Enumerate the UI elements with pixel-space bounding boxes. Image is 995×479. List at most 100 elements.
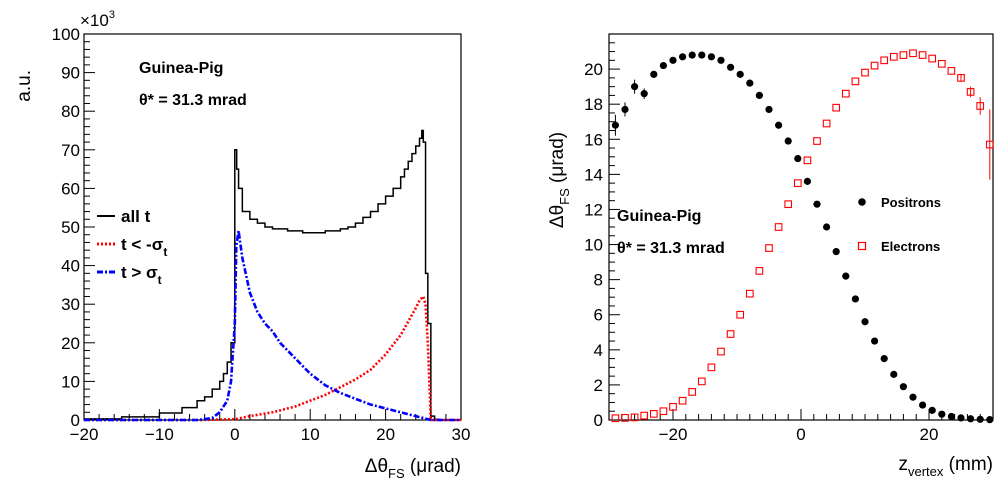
positron-point — [640, 90, 648, 98]
electron-point — [966, 88, 975, 96]
scatter-panel: −20 0 20 0 2 4 6 8 10 12 14 16 18 20 ΔθFS (μrad) zver… — [547, 33, 994, 479]
positron-point — [899, 383, 908, 391]
electron-point — [870, 61, 879, 70]
electron-point — [697, 377, 706, 386]
electron-point — [774, 223, 783, 231]
left-x-tick-label: 20 — [376, 425, 395, 444]
electron-point — [765, 244, 773, 252]
positron-point — [823, 223, 831, 231]
positron-point — [659, 61, 668, 70]
positron-point — [736, 70, 744, 78]
electron-point — [957, 74, 965, 82]
positron-point — [611, 121, 620, 129]
electron-point — [736, 310, 745, 319]
left-y-tick-label: 30 — [61, 295, 80, 314]
histogram-panel: −20 −10 0 10 20 30 0 10 20 30 40 50 60 70 80 90 100 ×103… — [14, 9, 470, 479]
electron-point — [640, 411, 649, 420]
electron-point — [793, 179, 802, 187]
right-y-tick-label: 2 — [594, 376, 603, 395]
left-x-tick-label: 10 — [301, 425, 320, 444]
positron-point — [842, 272, 850, 280]
electron-point — [841, 89, 850, 98]
positron-point — [688, 51, 696, 59]
left-axis-ticks: −20 −10 0 10 20 30 0 10 20 30 40 50 60 70 80 90 100 — [52, 25, 471, 444]
series-line-all — [84, 129, 461, 421]
electron-point — [880, 56, 889, 65]
legend-label-positrons: Positrons — [881, 195, 941, 210]
electron-point — [822, 119, 831, 128]
legend-label-t-positive: t > σt — [121, 263, 162, 287]
positron-point — [669, 56, 677, 64]
left-x-tick-label: 30 — [452, 425, 471, 444]
left-y-tick-label: 60 — [61, 179, 80, 198]
left-y-tick-label: 70 — [61, 141, 80, 160]
positron-point — [784, 137, 792, 145]
legend-label-all-t: all t — [121, 207, 151, 226]
right-y-tick-label: 20 — [584, 60, 603, 79]
left-y-tick-label: 20 — [61, 334, 80, 353]
legend-marker-electrons — [857, 241, 867, 251]
right-y-tick-label: 4 — [594, 341, 603, 360]
electron-point — [688, 388, 697, 396]
left-y-tick-label: 80 — [61, 102, 80, 121]
electron-point — [937, 59, 946, 68]
positron-point — [631, 83, 639, 91]
positron-point — [832, 247, 840, 256]
positron-point — [707, 53, 716, 61]
electron-point — [630, 413, 639, 422]
electron-point — [851, 77, 860, 86]
positron-point — [803, 177, 812, 185]
positron-point — [755, 91, 764, 100]
right-y-tick-label: 14 — [584, 165, 603, 184]
positron-point — [775, 121, 783, 129]
right-axis-ticks: −20 0 20 0 2 4 6 8 10 12 14 16 18 20 — [584, 33, 994, 444]
right-y-tick-label: 16 — [584, 130, 603, 149]
right-y-axis-title: ΔθFS (μrad) — [547, 132, 572, 228]
legend-marker-positrons — [858, 198, 866, 206]
electron-point — [669, 402, 677, 411]
positron-point — [919, 401, 927, 409]
left-x-axis-title: ΔθFS (μrad) — [365, 456, 461, 479]
electron-point — [611, 414, 620, 423]
positron-point — [717, 56, 725, 64]
right-y-tick-label: 0 — [594, 411, 603, 430]
electron-point — [947, 66, 956, 75]
left-annotation-generator: Guinea-Pig — [139, 60, 223, 77]
positron-point — [727, 63, 735, 71]
right-y-tick-label: 18 — [584, 95, 603, 114]
electron-point — [659, 407, 668, 416]
electron-point — [918, 51, 927, 59]
positron-point — [957, 414, 965, 422]
positron-point — [938, 410, 946, 418]
electron-point — [832, 103, 841, 112]
electron-point — [707, 363, 716, 372]
positron-point — [880, 354, 888, 363]
electron-point — [649, 410, 658, 418]
left-legend: all t t < -σt t > σt — [97, 207, 167, 287]
electron-point — [813, 137, 821, 145]
right-x-tick-label: 20 — [920, 425, 939, 444]
electron-point — [889, 52, 898, 61]
left-y-tick-label: 90 — [61, 64, 80, 83]
left-y-tick-label: 50 — [61, 218, 80, 237]
right-annotation-angle: θ* = 31.3 mrad — [617, 240, 725, 257]
positron-point — [765, 105, 773, 114]
positron-point — [890, 370, 898, 378]
positron-point — [746, 79, 754, 87]
electron-point — [909, 49, 917, 58]
series-line-neg — [84, 293, 461, 422]
legend-label-electrons: Electrons — [881, 239, 940, 254]
left-x-tick-label: −20 — [70, 425, 99, 444]
electron-point — [899, 51, 908, 59]
positron-point — [813, 200, 821, 208]
positron-point — [976, 415, 984, 423]
right-x-axis-title: zvertex (mm) — [899, 454, 994, 479]
positron-point — [650, 70, 658, 78]
electron-point — [928, 54, 937, 63]
electron-point — [678, 396, 687, 405]
left-annotation-angle: θ* = 31.3 mrad — [139, 92, 247, 109]
electron-point — [976, 102, 985, 110]
positron-point — [947, 412, 956, 421]
positron-point — [679, 53, 687, 61]
positron-point — [967, 415, 975, 423]
